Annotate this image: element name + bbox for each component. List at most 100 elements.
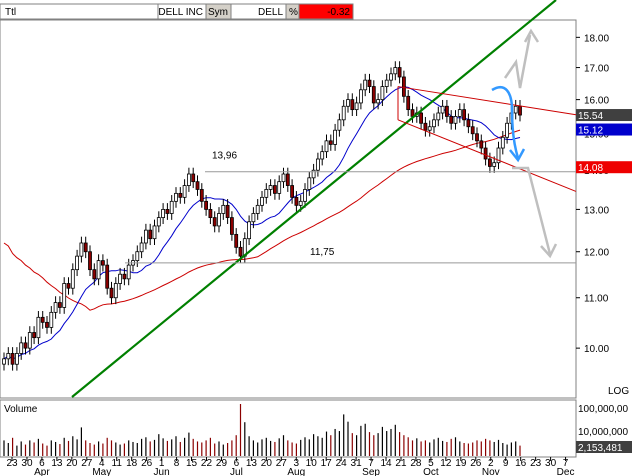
- candle-down-body: [285, 173, 290, 186]
- candlestick: [49, 306, 54, 334]
- candlestick: [376, 93, 381, 110]
- price-tags: 15.54 15.12 14.08: [576, 109, 632, 174]
- candle-up-body: [139, 242, 144, 253]
- candle-down-body: [449, 116, 454, 124]
- candle-up-body: [255, 204, 260, 214]
- x-month-label: Oct: [423, 467, 439, 476]
- x-day-label: 20: [66, 458, 78, 469]
- candlestick: [23, 336, 28, 355]
- x-day-label: 26: [141, 458, 153, 469]
- candle-down-body: [444, 105, 449, 117]
- candlestick: [101, 254, 105, 272]
- x-day-label: 28: [410, 458, 422, 469]
- candlestick: [328, 134, 333, 151]
- candle-down-body: [475, 133, 479, 142]
- candlestick: [462, 103, 467, 127]
- candle-up-body: [440, 105, 445, 114]
- x-day-label: 30: [545, 458, 557, 469]
- candle-up-body: [2, 358, 6, 365]
- price-tag-bg: [576, 109, 632, 122]
- ticker-field[interactable]: [0, 3, 159, 20]
- x-day-label: 14: [380, 458, 392, 469]
- price-tag: 14.08: [576, 161, 632, 174]
- symbol-value: DELL: [258, 7, 283, 18]
- candle-down-body: [148, 229, 153, 240]
- candle-up-body: [457, 109, 462, 117]
- x-day-label: 16: [515, 458, 527, 469]
- candlestick: [221, 199, 226, 220]
- candlestick: [208, 203, 213, 224]
- candle-down-body: [92, 269, 97, 280]
- projection-down-path: [512, 166, 552, 255]
- candlestick: [66, 277, 71, 295]
- x-month-label: Sep: [362, 467, 380, 476]
- candle-down-body: [350, 99, 355, 111]
- candlestick: [272, 179, 277, 200]
- candlestick: [19, 336, 24, 360]
- projection-down-arrowhead: [540, 243, 558, 259]
- candlestick: [169, 195, 174, 220]
- x-day-label: 8: [174, 458, 180, 469]
- candlestick: [346, 93, 350, 113]
- x-day-label: 6: [234, 458, 240, 469]
- x-day-label: 13: [246, 458, 258, 469]
- change-field: [298, 3, 354, 20]
- candle-down-body: [208, 209, 213, 219]
- candlestick: [380, 80, 385, 106]
- candlestick: [432, 113, 436, 134]
- candle-up-body: [251, 213, 256, 223]
- projection-up-arrowhead: [523, 28, 540, 43]
- candle-down-body: [367, 79, 372, 87]
- candlestick: [264, 183, 269, 204]
- x-day-label: 7: [368, 458, 374, 469]
- candlestick: [118, 267, 122, 290]
- candle-down-body: [419, 112, 424, 124]
- x-day-label: 21: [395, 458, 407, 469]
- x-month-label: May: [92, 467, 111, 476]
- candlestick: [6, 347, 11, 366]
- candle-up-body: [281, 173, 286, 183]
- level-label-upper: 13,96: [212, 151, 237, 162]
- candle-down-body: [423, 122, 428, 131]
- pct-label: %: [289, 7, 298, 18]
- candlestick: [58, 296, 62, 314]
- candlestick: [311, 163, 316, 185]
- candle-up-body: [79, 242, 84, 257]
- candlestick: [350, 93, 355, 117]
- candlestick: [470, 120, 475, 141]
- candlestick: [217, 207, 221, 233]
- candle-down-body: [122, 273, 127, 280]
- x-day-label: 15: [186, 458, 198, 469]
- candlestick: [384, 73, 389, 93]
- candle-down-body: [466, 119, 471, 128]
- candlestick: [363, 73, 368, 97]
- candlestick: [457, 103, 462, 123]
- candlestick: [161, 203, 166, 224]
- y-tick-label: 10.00: [584, 344, 609, 355]
- candle-up-body: [436, 112, 441, 121]
- candlestick: [277, 175, 282, 200]
- candle-up-body: [384, 79, 389, 87]
- candle-up-body: [354, 102, 359, 111]
- projection-blue-path: [491, 85, 520, 159]
- candlestick: [135, 245, 140, 267]
- volume-bars: [3, 404, 521, 456]
- y-tick-label: 16.00: [584, 96, 609, 107]
- x-day-label: 12: [440, 458, 452, 469]
- ticker-label: Ttl: [5, 7, 16, 18]
- candle-up-body: [70, 269, 75, 289]
- candlestick: [32, 326, 36, 345]
- candle-up-body: [36, 316, 41, 339]
- candlestick: [475, 127, 479, 148]
- candle-up-body: [96, 260, 101, 280]
- candlestick: [337, 113, 342, 137]
- candle-down-body: [406, 95, 411, 111]
- x-month-label: Aug: [287, 467, 305, 476]
- candle-down-body: [109, 287, 114, 299]
- y-tick-label: 17.00: [584, 64, 609, 75]
- candle-up-body: [6, 353, 11, 360]
- candle-up-body: [62, 283, 67, 308]
- x-month-label: Jul: [230, 467, 243, 476]
- candlestick: [10, 347, 15, 371]
